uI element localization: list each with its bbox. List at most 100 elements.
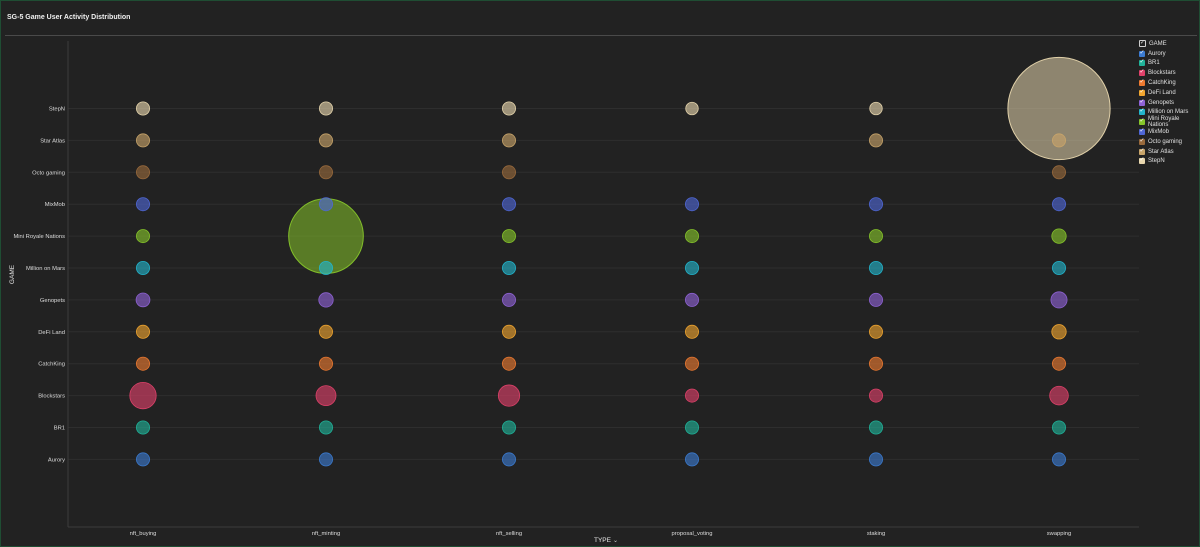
legend-item-label: Million on Mars xyxy=(1148,109,1189,116)
data-point xyxy=(1052,452,1067,467)
legend-item[interactable]: Million on Mars xyxy=(1139,107,1199,118)
checkbox-icon[interactable] xyxy=(1139,117,1145,126)
legend-item[interactable]: MixMob xyxy=(1139,127,1199,137)
data-point xyxy=(501,101,516,116)
legend-item[interactable]: Octo gaming xyxy=(1139,137,1199,147)
data-point xyxy=(501,292,516,307)
checkbox-icon[interactable] xyxy=(1139,68,1145,77)
data-point xyxy=(1052,420,1067,435)
y-tick-label: Million on Mars xyxy=(26,266,65,272)
data-point xyxy=(135,229,150,244)
data-point xyxy=(869,292,884,307)
data-point xyxy=(1007,56,1111,161)
data-point xyxy=(501,452,516,467)
checkbox-icon[interactable] xyxy=(1139,137,1145,145)
data-point xyxy=(685,229,700,244)
legend-item-label: MixMob xyxy=(1148,129,1170,136)
checkbox-icon[interactable] xyxy=(1139,107,1145,116)
data-point xyxy=(869,101,883,116)
data-point xyxy=(318,292,334,308)
data-point xyxy=(869,324,884,339)
y-tick-label: StepN xyxy=(49,107,65,113)
checkbox-icon[interactable] xyxy=(1139,39,1146,48)
checkbox-icon[interactable] xyxy=(1139,88,1145,96)
y-tick-label: BR1 xyxy=(54,426,65,432)
data-point xyxy=(135,165,150,180)
checkbox-icon[interactable] xyxy=(1139,147,1145,155)
data-point xyxy=(685,260,700,275)
legend-item-label: DeFi Land xyxy=(1148,89,1176,96)
data-point xyxy=(318,197,333,212)
data-point xyxy=(501,260,516,275)
y-axis-title: GAME xyxy=(9,264,17,285)
legend-item-label: BR1 xyxy=(1148,60,1160,67)
legend-item-label: CatchKing xyxy=(1148,80,1176,87)
legend-item[interactable]: Star Atlas xyxy=(1139,147,1199,157)
y-tick-label: Mini Royale Nations xyxy=(13,234,65,240)
data-point xyxy=(1051,324,1067,340)
legend-item[interactable]: Genopets xyxy=(1139,98,1199,108)
y-tick-label: Genopets xyxy=(40,298,65,304)
data-point xyxy=(1052,133,1067,148)
data-point xyxy=(1049,385,1069,406)
x-tick-label: proposal_voting xyxy=(672,531,713,537)
data-point xyxy=(1052,356,1067,371)
y-tick-label: Blockstars xyxy=(38,394,65,400)
data-point xyxy=(685,388,700,403)
data-point xyxy=(318,356,333,371)
data-point xyxy=(135,133,150,148)
legend-item[interactable]: Blockstars xyxy=(1139,68,1199,78)
data-point xyxy=(497,384,521,407)
data-point xyxy=(501,229,516,244)
legend-item[interactable]: CatchKing xyxy=(1139,78,1199,88)
legend-item[interactable]: StepN xyxy=(1139,156,1199,167)
data-point xyxy=(129,381,157,410)
x-tick-label: staking xyxy=(867,531,885,537)
data-point xyxy=(135,101,150,116)
legend-item-label: Blockstars xyxy=(1148,70,1176,77)
data-point xyxy=(318,452,333,467)
checkbox-icon[interactable] xyxy=(1139,49,1145,57)
legend-item[interactable]: DeFi Land xyxy=(1139,88,1199,98)
chevron-down-icon[interactable]: ⌄ xyxy=(612,538,619,544)
checkbox-icon[interactable] xyxy=(1139,127,1145,136)
data-point xyxy=(135,292,151,308)
data-point xyxy=(869,260,884,275)
data-point xyxy=(1052,260,1067,275)
data-point xyxy=(869,356,884,371)
x-tick-label: nft_buying xyxy=(130,531,157,537)
checkbox-icon[interactable] xyxy=(1139,58,1145,67)
data-point xyxy=(501,420,516,435)
legend-header[interactable]: GAME xyxy=(1139,39,1199,49)
legend-item-label: Star Atlas xyxy=(1148,148,1174,155)
legend-item-label: Genopets xyxy=(1148,99,1175,106)
x-axis-title[interactable]: TYPE ⌄ xyxy=(594,537,618,544)
legend-item[interactable]: Aurory xyxy=(1139,49,1199,59)
data-point xyxy=(135,420,150,435)
legend-item-label: Mini Royale Nations xyxy=(1148,116,1180,129)
data-point xyxy=(318,133,333,148)
data-point xyxy=(869,388,884,403)
legend: GAME Aurory BR1 Blockstars CatchKing DeFi La… xyxy=(1139,39,1199,166)
data-point xyxy=(318,101,333,116)
data-point xyxy=(501,356,516,371)
data-point xyxy=(685,452,700,467)
y-tick-label: DeFi Land xyxy=(38,330,65,336)
legend-item[interactable]: Mini Royale Nations xyxy=(1139,116,1199,129)
data-point xyxy=(1050,291,1068,309)
checkbox-icon[interactable] xyxy=(1139,78,1145,87)
checkbox-icon[interactable] xyxy=(1139,98,1145,106)
data-point xyxy=(685,324,700,339)
data-point xyxy=(318,420,333,435)
x-tick-label: swapping xyxy=(1047,531,1072,537)
data-point xyxy=(869,420,884,435)
checkbox-icon[interactable] xyxy=(1139,156,1145,165)
y-tick-label: Aurory xyxy=(48,457,65,463)
data-point xyxy=(135,260,150,275)
data-point xyxy=(685,101,699,116)
data-point xyxy=(869,229,884,244)
legend-item[interactable]: BR1 xyxy=(1139,58,1199,69)
data-point xyxy=(685,420,700,435)
